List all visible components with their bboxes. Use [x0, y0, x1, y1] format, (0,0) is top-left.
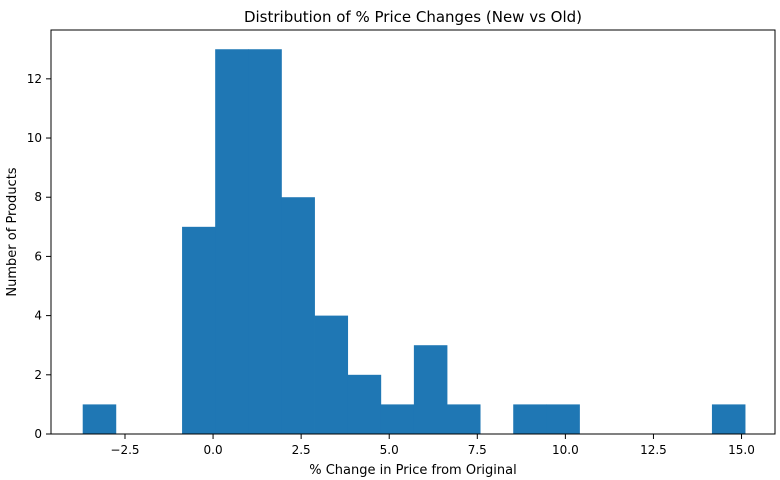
y-axis-title: Number of Products — [5, 167, 20, 296]
chart-title: Distribution of % Price Changes (New vs … — [244, 8, 582, 26]
histogram-bar — [413, 345, 448, 434]
histogram-bar — [281, 197, 315, 434]
x-axis-title: % Change in Price from Original — [309, 463, 516, 478]
plot-frame — [50, 29, 776, 435]
x-tick-label: 12.5 — [640, 443, 667, 457]
x-tick-label: 2.5 — [292, 443, 311, 457]
x-tick-label: 15.0 — [728, 443, 755, 457]
x-axis-ticks: −2.5 0.0 2.5 5.0 7.5 10.0 12.5 15.0 — [110, 434, 755, 457]
y-tick-label: 12 — [27, 72, 42, 86]
histogram-bar — [380, 404, 415, 434]
y-tick-label: 2 — [34, 368, 42, 382]
x-tick-label: −2.5 — [110, 443, 139, 457]
histogram-bar — [447, 404, 481, 434]
histogram-bar — [248, 49, 282, 435]
bars-layer — [82, 49, 746, 435]
histogram-bar — [513, 404, 547, 434]
histogram-bar — [347, 374, 382, 434]
histogram-bar — [314, 315, 349, 434]
histogram-bar — [182, 226, 216, 434]
y-tick-label: 10 — [27, 131, 42, 145]
histogram-bar — [711, 404, 746, 434]
y-tick-label: 6 — [34, 249, 42, 263]
histogram-bar — [546, 404, 580, 434]
x-tick-label: 0.0 — [204, 443, 223, 457]
x-tick-label: 10.0 — [552, 443, 579, 457]
y-tick-label: 0 — [34, 427, 42, 441]
y-tick-label: 4 — [34, 309, 42, 323]
y-axis-ticks: 0 2 4 6 8 10 12 — [27, 72, 51, 441]
x-tick-label: 5.0 — [380, 443, 399, 457]
histogram-bar — [82, 404, 117, 434]
histogram-bar — [215, 49, 249, 435]
y-tick-label: 8 — [34, 190, 42, 204]
x-tick-label: 7.5 — [468, 443, 487, 457]
